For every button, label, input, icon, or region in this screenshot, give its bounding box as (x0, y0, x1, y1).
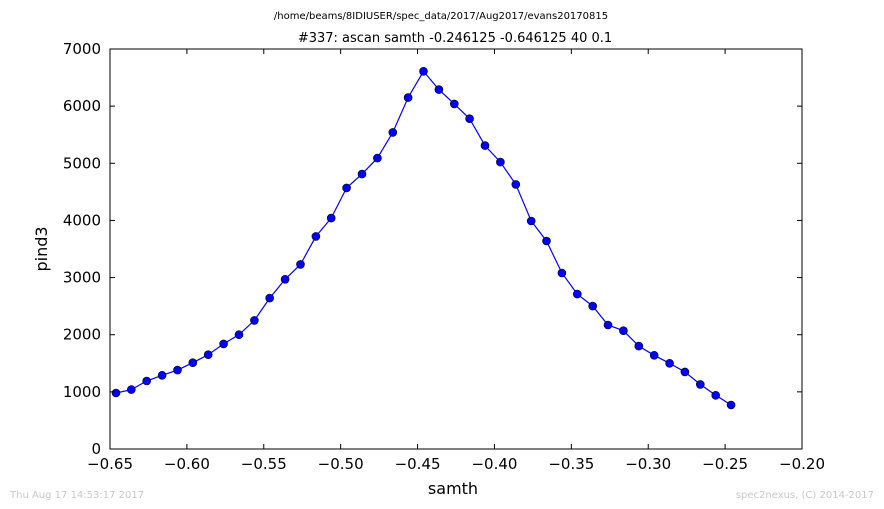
data-point (511, 180, 521, 189)
data-point (311, 232, 321, 241)
data-point (465, 114, 474, 123)
data-point (142, 376, 151, 386)
data-point (711, 390, 721, 400)
data-point (726, 400, 736, 410)
data-point (373, 153, 382, 163)
data-point (603, 320, 613, 330)
data-point (403, 93, 413, 102)
data-point (296, 260, 305, 269)
x-tick-label: −0.60 (164, 455, 210, 473)
data-point (572, 289, 582, 299)
data-point (649, 350, 659, 360)
data-point (449, 99, 459, 109)
data-point (203, 350, 213, 360)
x-tick-label: −0.50 (318, 455, 364, 473)
data-point (173, 365, 182, 375)
x-tick-label: −0.45 (395, 455, 441, 473)
data-point (695, 380, 705, 389)
x-tick-label: −0.25 (702, 455, 748, 473)
y-tick-label: 4000 (63, 211, 101, 229)
y-tick-label: 7000 (63, 40, 101, 58)
data-point (634, 341, 644, 351)
data-point (680, 367, 690, 377)
data-point (280, 274, 290, 284)
y-axis-ticks: 0 1000 2000 3000 4000 5000 6000 7000 (63, 40, 802, 458)
data-point (157, 370, 167, 380)
data-point (496, 157, 505, 167)
data-point (250, 316, 259, 325)
scan-title: #337: ascan samth -0.246125 -0.646125 40… (298, 31, 612, 46)
data-point (557, 268, 567, 278)
y-tick-label: 5000 (63, 154, 101, 172)
x-tick-label: −0.30 (625, 455, 671, 473)
data-point (188, 358, 198, 368)
x-tick-label: −0.20 (779, 455, 825, 473)
data-point (665, 358, 674, 368)
data-point (127, 385, 136, 394)
y-tick-label: 3000 (63, 269, 101, 287)
data-point (542, 236, 551, 246)
x-tick-label: −0.40 (471, 455, 517, 473)
x-tick-label: −0.35 (548, 455, 594, 473)
plot-frame (109, 48, 803, 450)
plot-area (111, 67, 736, 410)
data-point (419, 67, 428, 76)
x-tick-label: −0.65 (87, 455, 133, 473)
x-axis-label: samth (428, 479, 478, 498)
data-point (434, 85, 444, 94)
data-point (111, 388, 121, 398)
x-tick-label: −0.55 (241, 455, 287, 473)
data-point (619, 326, 628, 336)
x-axis-ticks: −0.65 −0.60 −0.55 −0.50 −0.45 −0.40 −0.35 −0.30… (87, 49, 825, 473)
y-tick-label: 6000 (63, 97, 101, 115)
data-point (219, 339, 228, 349)
data-point (480, 141, 490, 150)
data-point (588, 301, 598, 311)
file-path-label: /home/beams/8IDIUSER/spec_data/2017/Aug2… (274, 11, 608, 22)
data-point (342, 183, 351, 193)
footer-timestamp: Thu Aug 17 14:53:17 2017 (9, 490, 144, 501)
footer-credit: spec2nexus, (C) 2014-2017 (736, 490, 874, 501)
data-point (357, 169, 367, 179)
y-tick-label: 1000 (63, 383, 101, 401)
y-tick-label: 0 (91, 440, 101, 458)
data-point (526, 216, 536, 226)
y-tick-label: 2000 (63, 326, 101, 344)
data-point (326, 213, 336, 223)
data-point (388, 128, 398, 137)
data-point (265, 293, 275, 303)
y-axis-label: pind3 (32, 226, 51, 271)
data-point (234, 330, 244, 340)
